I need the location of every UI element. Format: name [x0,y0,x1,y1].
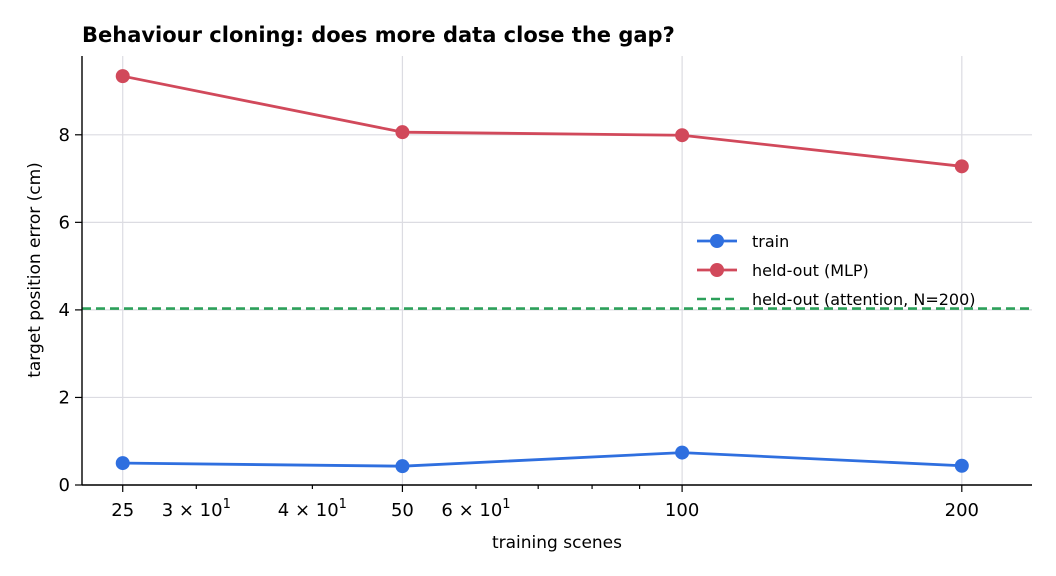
series-line-train [122,451,962,468]
y-tick-label: 8 [59,125,70,146]
series-layer [115,69,969,474]
x-minor-tick-label: 6 × 101 [441,497,510,521]
legend-marker-train [710,234,724,248]
legend-label-attention: held-out (attention, N=200) [752,290,976,309]
y-axis-label: target position error (cm) [25,162,45,378]
data-point-train [115,456,130,471]
legend-label-train: train [752,232,789,251]
data-point-heldout-mlp [115,69,130,84]
legend-label-heldout-mlp: held-out (MLP) [752,261,869,280]
grid [82,56,1032,486]
y-tick-label: 0 [59,475,70,496]
x-tick-label: 100 [665,500,699,521]
x-minor-tick-label: 4 × 101 [278,497,347,521]
x-minor-tick-label: 3 × 101 [162,497,231,521]
ticks: 25 50 100 200 3 × 101 4 × 101 6 × 101 0 2 4 6 8 [59,125,979,521]
y-tick-label: 6 [59,212,70,233]
y-tick-label: 4 [59,300,70,321]
data-point-heldout-mlp [395,125,410,140]
x-axis-label: training scenes [492,533,622,553]
data-point-heldout-mlp [675,128,690,143]
data-point-heldout-mlp [954,159,969,174]
legend: train held-out (MLP) held-out (attention, … [697,232,976,309]
y-tick-label: 2 [59,387,70,408]
x-tick-label: 50 [391,500,414,521]
data-point-train [675,445,690,460]
chart-title: Behaviour cloning: does more data close … [82,23,675,47]
legend-marker-heldout-mlp [710,263,724,277]
axes [81,56,1032,486]
data-point-train [395,459,410,474]
data-point-train [954,458,969,473]
x-tick-label: 25 [111,500,134,521]
series-line-heldout-mlp [122,74,962,168]
x-tick-label: 200 [945,500,979,521]
